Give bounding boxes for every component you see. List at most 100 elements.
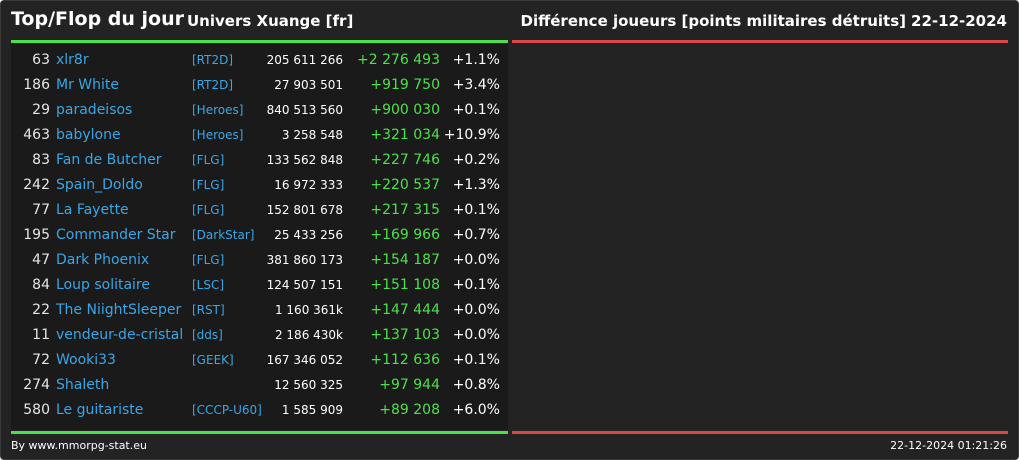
player-rank: 186 [23, 77, 50, 93]
player-name-link[interactable]: La Fayette [56, 202, 129, 218]
top-divider [11, 40, 508, 43]
player-points: 3 258 548 [281, 128, 343, 142]
table-row: 47 Dark Phoenix [FLG] 381 860 173 +154 187 +0… [11, 248, 508, 273]
percent-diff: +0.0% [452, 302, 500, 318]
player-rank: 274 [23, 377, 50, 393]
table-row: 580 Le guitariste [CCCP-U60] 1 585 909 +89 2… [11, 398, 508, 423]
points-diff: +151 108 [370, 277, 440, 293]
player-name-link[interactable]: Shaleth [56, 377, 110, 393]
points-diff: +217 315 [370, 202, 440, 218]
player-points: 124 507 151 [266, 278, 343, 292]
player-points: 381 860 173 [266, 253, 343, 267]
percent-diff: +0.1% [452, 352, 500, 368]
player-points: 2 186 430k [274, 328, 343, 342]
percent-diff: +0.0% [452, 327, 500, 343]
points-diff: +147 444 [370, 302, 440, 318]
player-points: 152 801 678 [266, 203, 343, 217]
player-name-link[interactable]: paradeisos [56, 102, 133, 118]
player-name-link[interactable]: vendeur-de-cristal [56, 327, 184, 343]
player-name-link[interactable]: Commander Star [56, 227, 176, 243]
alliance-link[interactable]: [CCCP-U60] [192, 403, 262, 417]
player-rank: 63 [32, 52, 50, 68]
player-name-link[interactable]: Spain_Doldo [56, 177, 143, 193]
table-row: 242 Spain_Doldo [FLG] 16 972 333 +220 537 +1.… [11, 173, 508, 198]
alliance-link[interactable]: [Heroes] [192, 128, 244, 142]
table-row: 29 paradeisos [Heroes] 840 513 560 +900 030 +… [11, 98, 508, 123]
table-row: 77 La Fayette [FLG] 152 801 678 +217 315 +0.1… [11, 198, 508, 223]
alliance-link[interactable]: [DarkStar] [192, 228, 255, 242]
percent-diff: +0.7% [452, 227, 500, 243]
player-name-link[interactable]: Mr White [56, 77, 119, 93]
table-row: 463 babylone [Heroes] 3 258 548 +321 034 +10.… [11, 123, 508, 148]
alliance-link[interactable]: [FLG] [192, 253, 225, 267]
date-label: 22-12-2024 [911, 12, 1007, 30]
alliance-link[interactable]: [dds] [192, 328, 223, 342]
player-rank: 195 [23, 227, 50, 243]
percent-diff: +0.1% [452, 277, 500, 293]
player-points: 12 560 325 [274, 378, 343, 392]
percent-diff: +0.1% [452, 202, 500, 218]
table-row: 83 Fan de Butcher [FLG] 133 562 848 +227 746… [11, 148, 508, 173]
table-row: 22 The NiightSleeper [RST] 1 160 361k +147 4… [11, 298, 508, 323]
alliance-link[interactable]: [Heroes] [192, 103, 244, 117]
percent-diff: +3.4% [452, 77, 500, 93]
player-name-link[interactable]: Wooki33 [56, 352, 116, 368]
points-diff: +227 746 [370, 152, 440, 168]
player-rank: 83 [32, 152, 50, 168]
points-diff: +169 966 [370, 227, 440, 243]
percent-diff: +0.1% [452, 102, 500, 118]
player-rank: 463 [23, 127, 50, 143]
points-diff: +919 750 [370, 77, 440, 93]
points-diff: +321 034 [370, 127, 440, 143]
percent-diff: +0.0% [452, 252, 500, 268]
player-points: 1 160 361k [274, 303, 343, 317]
table-row: 195 Commander Star [DarkStar] 25 433 256 +16… [11, 223, 508, 248]
player-points: 205 611 266 [266, 53, 343, 67]
table-row: 11 vendeur-de-cristal [dds] 2 186 430k +137 … [11, 323, 508, 348]
table-row: 186 Mr White [RT2D] 27 903 501 +919 750 +3.4% [11, 73, 508, 98]
points-diff: +220 537 [370, 177, 440, 193]
table-row: 72 Wooki33 [GEEK] 167 346 052 +112 636 +0.1% [11, 348, 508, 373]
alliance-link[interactable]: [FLG] [192, 203, 225, 217]
points-diff: +154 187 [370, 252, 440, 268]
player-rank: 22 [32, 302, 50, 318]
percent-diff: +0.8% [452, 377, 500, 393]
percent-diff: +1.3% [452, 177, 500, 193]
player-name-link[interactable]: xlr8r [56, 52, 89, 68]
timestamp-text: 22-12-2024 01:21:26 [890, 439, 1007, 452]
player-name-link[interactable]: Fan de Butcher [56, 152, 162, 168]
alliance-link[interactable]: [LSC] [192, 278, 225, 292]
player-name-link[interactable]: babylone [56, 127, 121, 143]
player-points: 167 346 052 [266, 353, 343, 367]
player-rank: 242 [23, 177, 50, 193]
player-points: 16 972 333 [274, 178, 343, 192]
player-rank: 580 [23, 402, 50, 418]
player-rank: 72 [32, 352, 50, 368]
alliance-link[interactable]: [RT2D] [192, 78, 234, 92]
points-diff: +137 103 [370, 327, 440, 343]
alliance-link[interactable]: [RT2D] [192, 53, 234, 67]
percent-diff: +6.0% [452, 402, 500, 418]
percent-diff: +1.1% [452, 52, 500, 68]
points-diff: +112 636 [370, 352, 440, 368]
percent-diff: +10.9% [443, 127, 500, 143]
points-diff: +97 944 [379, 377, 440, 393]
player-name-link[interactable]: Dark Phoenix [56, 252, 150, 268]
page-title: Top/Flop du jour [11, 8, 184, 30]
alliance-link[interactable]: [FLG] [192, 153, 225, 167]
points-diff: +2 276 493 [357, 52, 440, 68]
player-points: 27 903 501 [274, 78, 343, 92]
player-rank: 84 [32, 277, 50, 293]
table-row: 274 Shaleth 12 560 325 +97 944 +0.8% [11, 373, 508, 398]
player-rank: 29 [32, 102, 50, 118]
player-name-link[interactable]: The NiightSleeper [56, 302, 182, 318]
flop-divider [512, 40, 1008, 43]
alliance-link[interactable]: [FLG] [192, 178, 225, 192]
table-row: 63 xlr8r [RT2D] 205 611 266 +2 276 493 +1.1% [11, 48, 508, 73]
alliance-link[interactable]: [GEEK] [192, 353, 234, 367]
player-name-link[interactable]: Loup solitaire [56, 277, 150, 293]
top-list: 63 xlr8r [RT2D] 205 611 266 +2 276 493 +1.1% 1… [11, 48, 508, 423]
alliance-link[interactable]: [RST] [192, 303, 225, 317]
player-name-link[interactable]: Le guitariste [56, 402, 144, 418]
